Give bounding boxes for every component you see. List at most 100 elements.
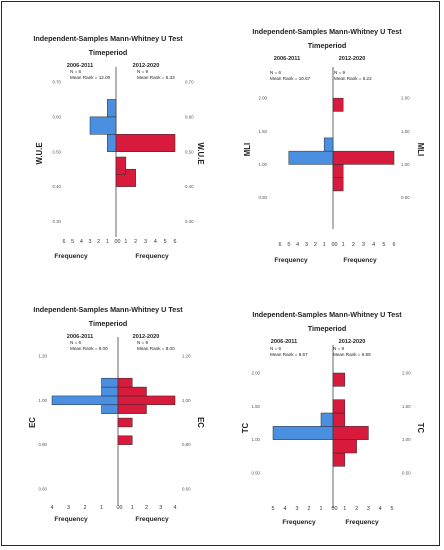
chart-panel-3: Independent-Samples Mann-Whitney U Test T… (28, 305, 205, 523)
y-axis-title-right: MLI (416, 143, 425, 156)
x-tick-label-right: 4 (379, 506, 382, 512)
y-axis-title-right: W.U.E (196, 142, 205, 164)
chart-subtitle: Timeperiod (89, 48, 128, 57)
y-axis-title-right: EC (196, 417, 205, 428)
x-axis-title-right: Frequency (343, 257, 377, 264)
y-tick-label-right: 0.60 (185, 114, 194, 119)
mean-rank-label-left: Mean Rank = 12.00 (70, 75, 111, 80)
y-tick-label-right: 1.50 (401, 129, 410, 134)
group-header-right: 2012-2020 (339, 56, 366, 62)
x-tick-label-right: 3 (144, 239, 147, 245)
chart-panel-4: Independent-Samples Mann-Whitney U Test T… (241, 310, 425, 526)
y-tick-label-right: 2.00 (401, 96, 410, 101)
x-tick-label-left: 4 (284, 506, 287, 512)
y-tick-label-left: 0.50 (52, 149, 61, 154)
group-header-left: 2006-2011 (67, 63, 93, 69)
group-header-left: 2006-2011 (274, 56, 300, 62)
x-tick-label-right: 3 (159, 505, 162, 511)
x-tick-label-right: 0 (118, 239, 121, 245)
group-header-right: 2012-2020 (339, 339, 366, 345)
x-tick-label-left: 6 (279, 242, 282, 248)
x-tick-label-left: 5 (272, 506, 275, 512)
bar-right (332, 452, 346, 467)
figure-border (1, 1, 440, 546)
group-header-right: 2012-2020 (133, 334, 160, 340)
bar-right (117, 395, 176, 406)
x-tick-label-left: 5 (287, 242, 290, 248)
chart-panel-2: Independent-Samples Mann-Whitney U Test T… (243, 27, 425, 264)
x-tick-label-left: 2 (84, 505, 87, 511)
mean-rank-label-left: Mean Rank = 10.67 (270, 76, 311, 81)
x-tick-label-left: 3 (305, 242, 308, 248)
y-tick-label-left: 0.50 (251, 471, 260, 476)
x-tick-label-left: 1 (100, 505, 103, 511)
mean-rank-label-left: Mean Rank = 8.00 (70, 346, 108, 351)
y-tick-label-left: 1.00 (258, 162, 267, 167)
x-tick-label-left: 3 (89, 239, 92, 245)
x-tick-label-left: 2 (308, 506, 311, 512)
y-tick-label-right: 0.50 (401, 195, 410, 200)
x-tick-label-right: 4 (154, 239, 157, 245)
bar-right (332, 439, 357, 454)
x-tick-label-left: 3 (67, 505, 70, 511)
chart-subtitle: Timeperiod (89, 319, 128, 328)
mean-rank-label-right: Mean Rank = 6.22 (334, 76, 372, 81)
y-axis-title-left: EC (28, 417, 37, 428)
bar-left (320, 412, 334, 427)
x-tick-label-left: 0 (332, 506, 335, 512)
n-label-right: N = 9 (137, 340, 149, 345)
x-axis-title-right: Frequency (345, 519, 379, 526)
x-tick-label-right: 3 (367, 506, 370, 512)
x-axis-title-left: Frequency (282, 519, 316, 526)
n-label-left: N = 6 (270, 70, 282, 75)
bar-left (51, 395, 119, 406)
bar-left (107, 134, 117, 153)
chart-title: Independent-Samples Mann-Whitney U Test (252, 27, 402, 36)
y-tick-label-left: 2.00 (258, 96, 267, 101)
x-tick-label-left: 0 (115, 239, 118, 245)
n-label-left: N = 6 (70, 69, 82, 74)
y-tick-label-left: 2.00 (251, 371, 260, 376)
y-tick-label-left: 0.60 (52, 114, 61, 119)
y-tick-label-left: 0.30 (52, 219, 61, 224)
bar-left (288, 150, 334, 165)
bar-right (332, 399, 346, 414)
y-tick-label-right: 0.50 (185, 149, 194, 154)
x-tick-label-right: 4 (174, 505, 177, 511)
y-tick-label-right: 1.00 (401, 162, 410, 167)
y-tick-label-right: 0.70 (185, 79, 194, 84)
x-tick-label-left: 6 (63, 239, 66, 245)
bar-left (323, 137, 334, 152)
bar-left (89, 116, 117, 135)
y-tick-label-left: 1.50 (258, 129, 267, 134)
x-tick-label-left: 1 (106, 239, 109, 245)
bar-right (332, 412, 346, 427)
x-tick-label-left: 2 (314, 242, 317, 248)
bar-left (101, 404, 119, 414)
x-tick-label-left: 4 (51, 505, 54, 511)
y-tick-label-right: 2.00 (402, 371, 411, 376)
x-tick-label-right: 1 (131, 505, 134, 511)
bar-left (272, 426, 334, 440)
x-tick-label-left: 0 (117, 505, 120, 511)
x-tick-label-right: 0 (120, 505, 123, 511)
group-header-left: 2006-2011 (67, 334, 93, 340)
y-tick-label-left: 1.50 (251, 404, 260, 409)
x-tick-label-left: 4 (80, 239, 83, 245)
x-tick-label-left: 5 (71, 239, 74, 245)
bar-right (117, 377, 133, 388)
bar-right (332, 426, 369, 440)
x-tick-label-right: 1 (343, 506, 346, 512)
mean-rank-label-right: Mean Rank = 5.33 (137, 75, 175, 80)
chart-subtitle: Timeperiod (308, 324, 347, 333)
x-tick-label-left: 0 (332, 242, 335, 248)
x-tick-label-right: 2 (145, 505, 148, 511)
x-tick-label-right: 5 (391, 506, 394, 512)
y-tick-label-left: 1.20 (38, 354, 47, 359)
bar-left (101, 386, 119, 397)
bar-right (332, 150, 395, 165)
bar-right (115, 156, 127, 175)
y-tick-label-left: 0.40 (52, 184, 61, 189)
